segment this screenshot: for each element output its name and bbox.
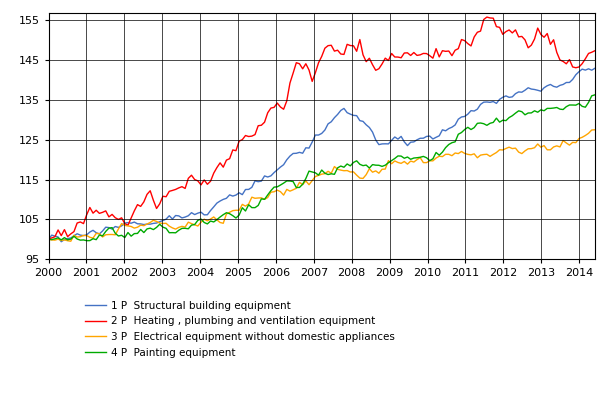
2 P  Heating , plumbing and ventilation equipment (483, 15, 490, 20)
4 P  Painting equipment (83, 238, 90, 243)
Line: 3 P  Electrical equipment without domestic appliances: 3 P Electrical equipment without domesti… (49, 130, 595, 241)
1 P  Structural building equipment (248, 185, 256, 190)
2 P  Heating , plumbing and ventilation equipment (442, 49, 449, 54)
1 P  Structural building equipment (534, 88, 541, 93)
2 P  Heating , plumbing and ventilation equipment (308, 79, 316, 84)
2 P  Heating , plumbing and ventilation equipment (534, 25, 541, 31)
1 P  Structural building equipment (45, 237, 52, 242)
Line: 4 P  Painting equipment: 4 P Painting equipment (49, 95, 595, 241)
Legend: 1 P  Structural building equipment, 2 P  Heating , plumbing and ventilation equi: 1 P Structural building equipment, 2 P H… (81, 296, 399, 362)
3 P  Electrical equipment without domestic appliances (67, 239, 75, 244)
3 P  Electrical equipment without domestic appliances (312, 174, 319, 179)
3 P  Electrical equipment without domestic appliances (464, 152, 472, 157)
3 P  Electrical equipment without domestic appliances (248, 195, 256, 200)
Line: 1 P  Structural building equipment: 1 P Structural building equipment (49, 68, 595, 242)
3 P  Electrical equipment without domestic appliances (591, 127, 599, 132)
1 P  Structural building equipment (347, 112, 354, 117)
2 P  Heating , plumbing and ventilation equipment (45, 237, 52, 242)
1 P  Structural building equipment (464, 112, 472, 117)
1 P  Structural building equipment (312, 133, 319, 138)
2 P  Heating , plumbing and ventilation equipment (245, 134, 253, 139)
3 P  Electrical equipment without domestic appliances (445, 152, 452, 157)
4 P  Painting equipment (248, 205, 256, 210)
Line: 2 P  Heating , plumbing and ventilation equipment: 2 P Heating , plumbing and ventilation e… (49, 17, 595, 239)
1 P  Structural building equipment (445, 126, 452, 131)
1 P  Structural building equipment (591, 66, 599, 71)
2 P  Heating , plumbing and ventilation equipment (591, 48, 599, 53)
3 P  Electrical equipment without domestic appliances (45, 237, 52, 242)
3 P  Electrical equipment without domestic appliances (534, 141, 541, 146)
4 P  Painting equipment (347, 163, 354, 168)
4 P  Painting equipment (464, 125, 472, 130)
1 P  Structural building equipment (58, 239, 65, 244)
2 P  Heating , plumbing and ventilation equipment (344, 42, 351, 47)
4 P  Painting equipment (534, 110, 541, 115)
4 P  Painting equipment (45, 237, 52, 242)
2 P  Heating , plumbing and ventilation equipment (461, 38, 468, 43)
4 P  Painting equipment (312, 170, 319, 175)
3 P  Electrical equipment without domestic appliances (347, 169, 354, 174)
4 P  Painting equipment (591, 92, 599, 97)
4 P  Painting equipment (445, 142, 452, 147)
